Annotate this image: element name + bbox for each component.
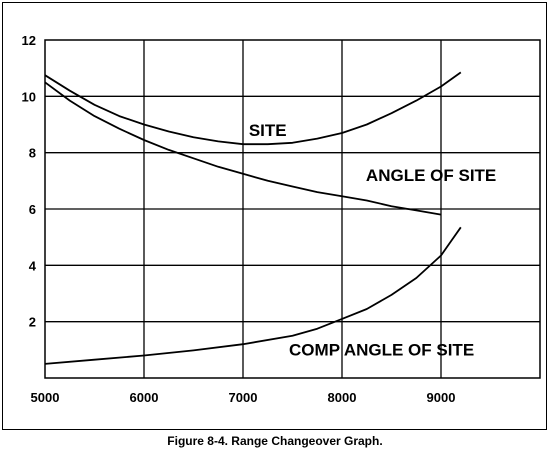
- y-tick-label: 12: [22, 33, 36, 48]
- series-label-angle-of-site: ANGLE OF SITE: [366, 166, 496, 185]
- series-label-comp-angle-of-site: COMP ANGLE OF SITE: [289, 340, 474, 359]
- tick-labels: 2 4 6 8 10 12 5000 6000 7000 8000 9000: [22, 33, 456, 405]
- range-changeover-chart: 2 4 6 8 10 12 5000 6000 7000 8000 9000 SITE ANGLE O…: [22, 33, 541, 405]
- y-tick-label: 4: [29, 258, 37, 273]
- x-tick-label: 8000: [328, 390, 357, 405]
- x-tick-label: 7000: [229, 390, 258, 405]
- figure-caption: Figure 8-4. Range Changeover Graph.: [167, 434, 383, 448]
- series-labels: SITE ANGLE OF SITE COMP ANGLE OF SITE: [249, 121, 496, 360]
- plot-border: [44, 39, 541, 379]
- y-tick-label: 2: [29, 315, 36, 330]
- series-line-site: [44, 71, 462, 146]
- series-layer: [44, 71, 462, 365]
- series-line-comp-angle-of-site: [44, 226, 462, 365]
- grid-layer: [45, 40, 540, 378]
- x-tick-label: 6000: [130, 390, 159, 405]
- y-tick-label: 6: [29, 202, 36, 217]
- y-tick-label: 10: [22, 89, 36, 104]
- x-tick-label: 5000: [31, 390, 60, 405]
- series-label-site: SITE: [249, 121, 287, 140]
- x-tick-label: 9000: [427, 390, 456, 405]
- figure-frame: [2, 2, 547, 430]
- y-tick-label: 8: [29, 146, 36, 161]
- series-line-angle-of-site: [44, 81, 442, 216]
